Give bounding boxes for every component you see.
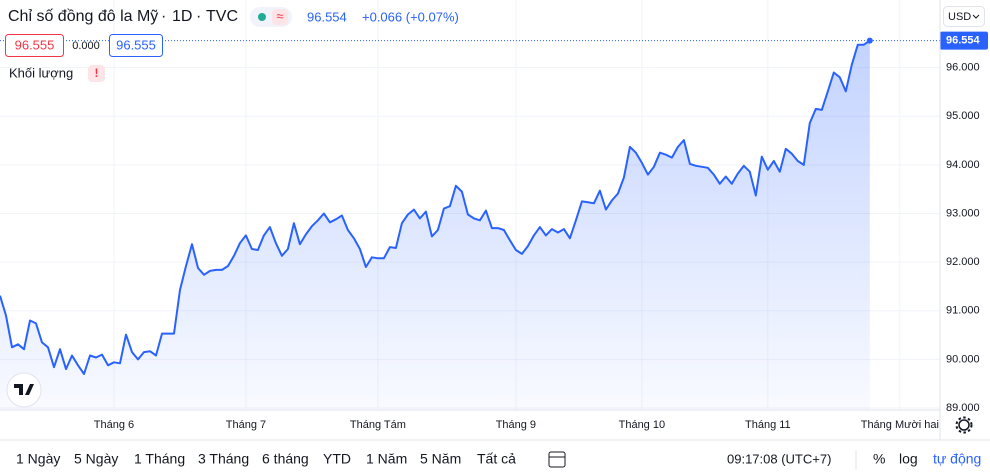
x-tick-label: Tháng 6 [94,419,134,431]
y-tick-label: 90.000 [946,353,980,365]
warning-icon[interactable] [88,65,105,82]
interval: 1D [172,8,192,25]
range-bar: 1 Ngày 5 Ngày 1 Tháng 3 Tháng 6 tháng YTD 1 Nă… [16,451,516,467]
area-fill [0,40,870,410]
separator: · [161,8,166,25]
y-tick-label: 92.000 [946,256,980,268]
log-toggle[interactable]: log [899,451,918,467]
settings[interactable] [958,419,970,431]
x-tick-label: Tháng 7 [226,419,266,431]
x-tick-label: Tháng Tám [350,419,406,431]
dropdown-caret [972,14,980,19]
range-button[interactable]: 5 Ngày [74,451,118,467]
currency: USD [948,11,971,23]
x-tick-label: Tháng 11 [745,419,791,431]
y-tick-label: 96.000 [946,62,980,74]
range-button[interactable]: 5 Năm [420,451,461,467]
x-axis: Tháng 6 Tháng 7 Tháng Tám Tháng 9 Tháng 10 Th… [94,419,939,431]
x-tick-label: Tháng 10 [619,419,665,431]
y-tick-label: 89.000 [946,402,980,414]
range-button[interactable]: 1 Ngày [16,451,60,467]
bid: 96.555 [15,37,55,52]
title: Chỉ số đồng đô la Mỹ [8,8,158,25]
y-tick-label: 95.000 [946,110,980,122]
range-button[interactable]: 6 tháng [262,451,309,467]
last-point [866,37,873,44]
auto-toggle[interactable]: tự động [933,451,981,467]
settings-teeth [955,416,973,434]
delay-symbol: ≈ [276,8,283,23]
separator: · [196,8,201,25]
y-tick-label: 93.000 [946,207,980,219]
source: TVC [206,8,238,25]
x-tick-label: Tháng Mười hai [861,419,939,431]
range-button[interactable]: Tất cả [477,451,516,467]
date-range-icon[interactable] [548,451,566,468]
range-button[interactable]: 3 Tháng [198,451,249,467]
volume-label: Khối lượng [9,65,73,80]
clock[interactable]: 09:17:08 (UTC+7) [727,451,831,466]
last-price: 96.554 [307,9,347,24]
range-button[interactable]: YTD [323,451,351,467]
delay-icon [272,9,288,25]
last-price-tag [940,31,988,50]
ask-box[interactable] [109,34,163,57]
currency-button[interactable] [943,6,985,27]
range-button[interactable]: 1 Tháng [134,451,185,467]
warning-symbol: ! [95,66,99,80]
price-line [0,39,871,375]
range-button[interactable]: 1 Năm [366,451,407,467]
change: +0.066 (+0.07%) [362,9,459,24]
bid-box[interactable] [5,34,64,57]
percent-toggle[interactable]: % [873,451,885,467]
y-tick-label: 91.000 [946,305,980,317]
ask: 96.555 [116,37,156,52]
y-tick-label: 94.000 [946,159,980,171]
logo-mark [14,384,34,395]
logo[interactable] [6,372,42,408]
last-price-label: 96.554 [946,35,981,47]
y-axis: 89.000 90.000 91.000 92.000 93.000 94.000 95.0… [946,62,980,414]
plot: 96.554 [0,31,988,410]
x-tick-label: Tháng 9 [496,419,536,431]
spread: 0.000 [72,40,100,52]
market-status [258,13,266,21]
